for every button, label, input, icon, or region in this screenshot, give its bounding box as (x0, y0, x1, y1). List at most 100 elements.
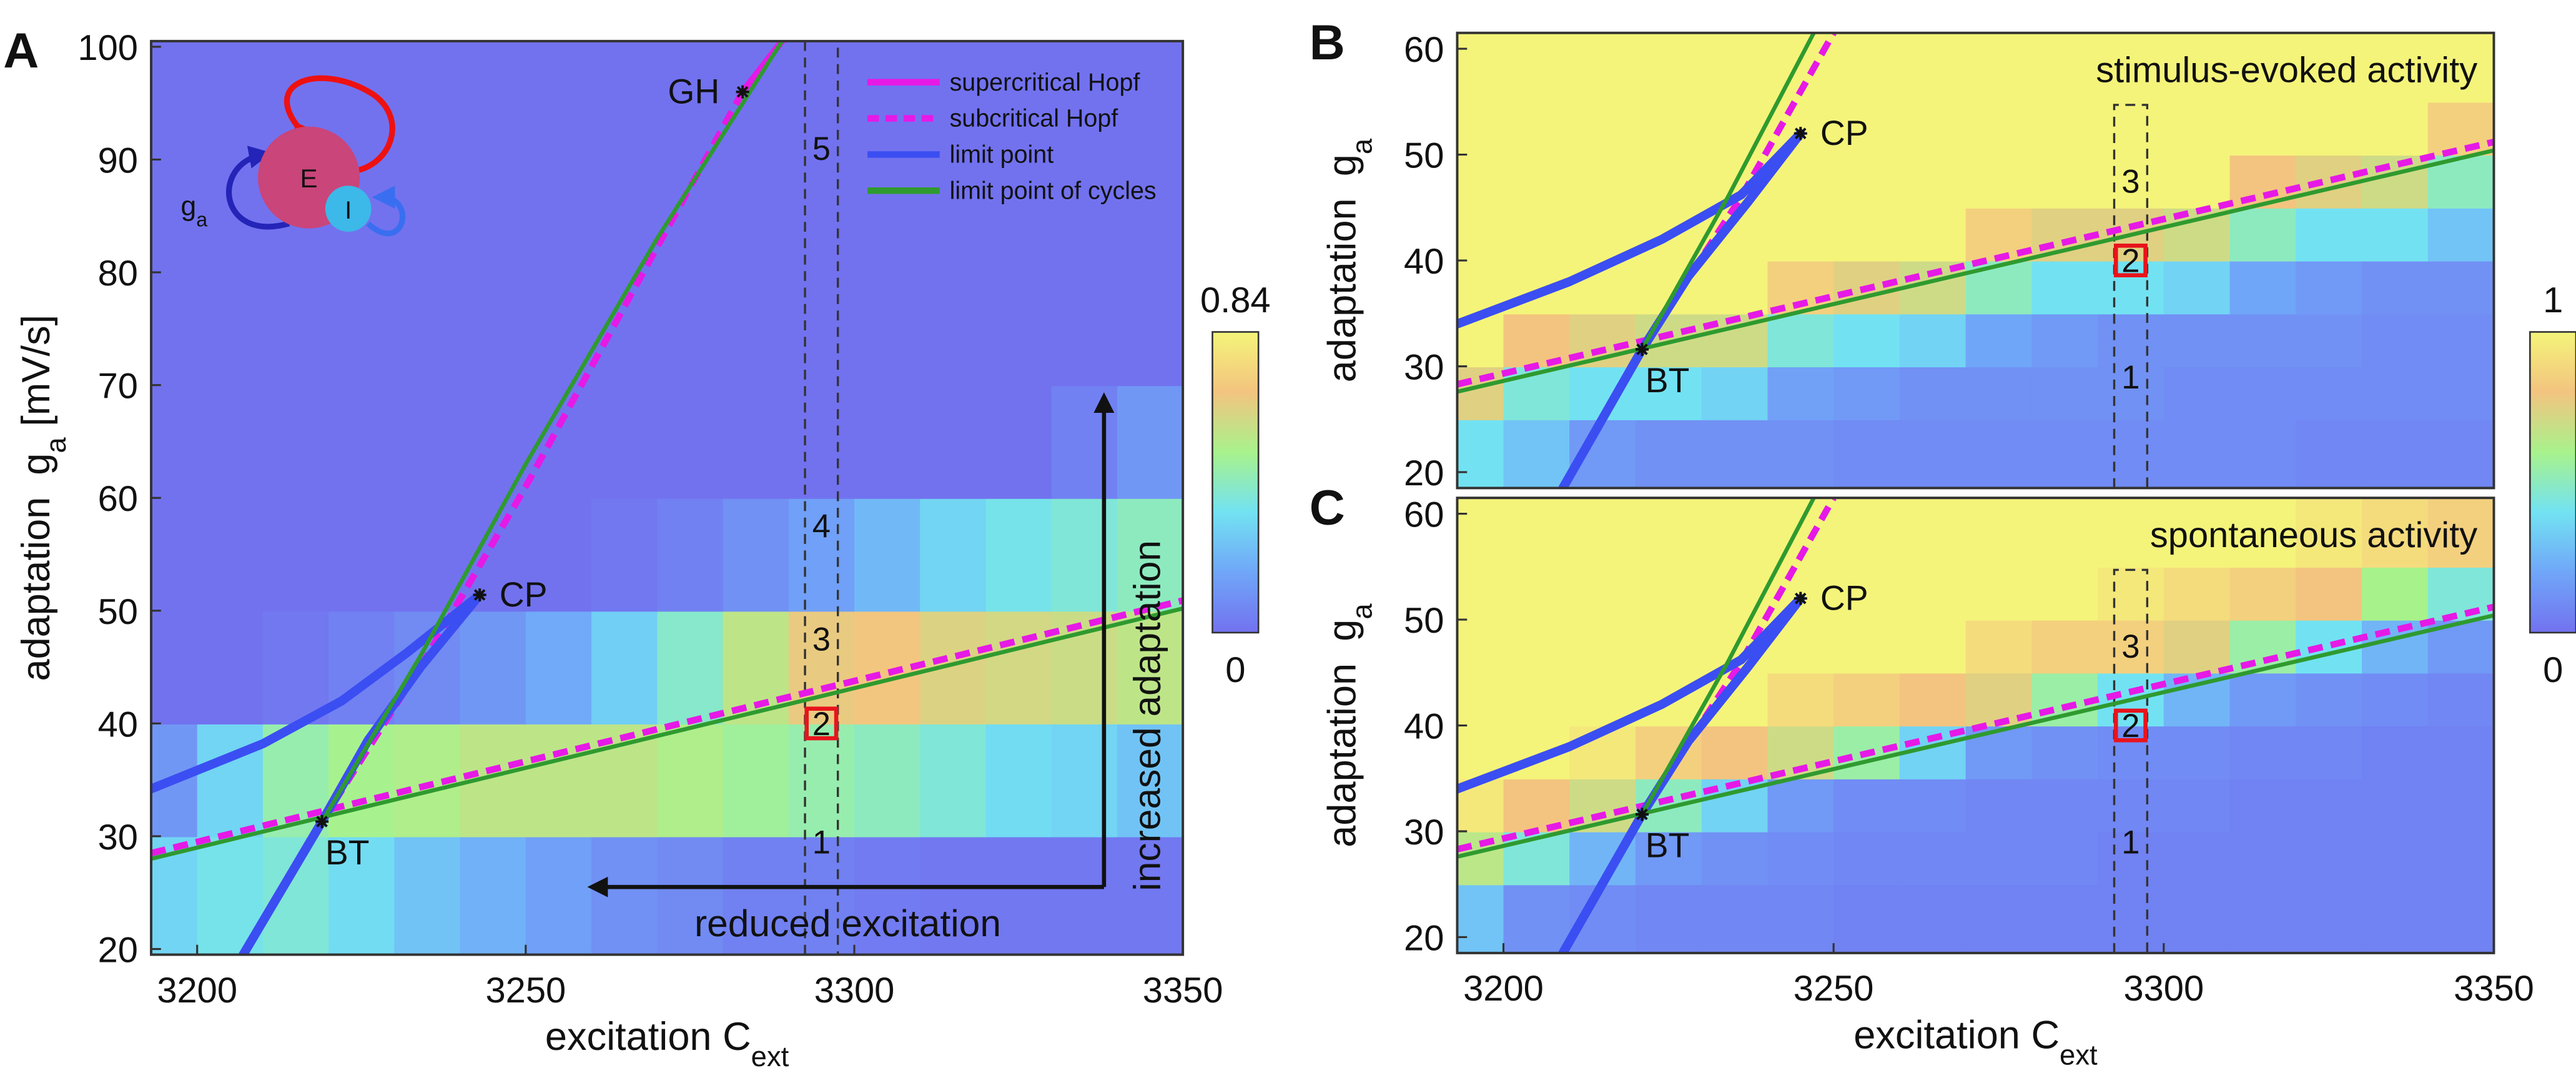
heatmap-cell (2361, 725, 2429, 779)
region-label: 1 (2121, 824, 2139, 861)
heatmap-cell (1965, 566, 2033, 621)
highlight-box (804, 706, 839, 741)
heatmap-cell (1117, 610, 1183, 724)
heatmap-cell (1701, 566, 1769, 621)
heatmap-cell (2163, 366, 2231, 420)
heatmap-cell (2031, 620, 2099, 674)
heatmap-cell (197, 498, 264, 612)
heatmap-cell (2031, 101, 2099, 156)
heatmap-cell (525, 385, 593, 499)
heatmap-cell (460, 272, 527, 387)
heatmap-cell (1965, 884, 2033, 953)
heatmap-cell (394, 385, 461, 499)
heatmap-cell (1965, 366, 2033, 420)
heatmap-cell (2031, 419, 2099, 488)
heatmap-cell (2031, 32, 2099, 103)
heatmap-cell (2031, 566, 2099, 621)
y-tick-label: 20 (1404, 919, 1444, 959)
heatmap-cell (1457, 831, 1505, 886)
y-tick-label: 50 (1404, 136, 1444, 176)
heatmap-cell (1117, 159, 1183, 274)
heatmap-cell (2427, 672, 2494, 727)
heatmap-cell (1051, 159, 1118, 274)
x-tick-label: 3350 (1143, 971, 1223, 1011)
x-tick-label: 3300 (814, 971, 895, 1011)
heatmap-cell (1457, 419, 1505, 488)
heatmap-cell (1833, 154, 1901, 209)
highlight-box (2113, 708, 2148, 743)
heatmap-cell (1503, 498, 1571, 568)
heatmap-cell (1899, 672, 1967, 727)
heatmap-cell (1503, 32, 1571, 103)
heatmap-cell (2098, 498, 2165, 568)
annotation: spontaneous activity (2150, 515, 2477, 555)
heatmap-cell (1833, 672, 1901, 727)
region-label: 3 (812, 621, 831, 658)
x-axis-label: excitation Cext (1853, 1013, 2098, 1070)
heatmap-cell (1635, 32, 1703, 103)
heatmap-cell (1833, 366, 1901, 420)
heatmap-cell (1051, 610, 1118, 724)
heatmap-cell (657, 272, 724, 387)
heatmap-cell (525, 159, 593, 274)
heatmap-cell (1635, 620, 1703, 674)
heatmap-cell (1701, 419, 1769, 488)
heatmap-cell (1457, 366, 1505, 420)
heatmap-cell (197, 723, 264, 838)
heatmap-cell (2031, 498, 2099, 568)
heatmap-cell (2229, 366, 2297, 420)
heatmap-cell (1767, 831, 1835, 886)
heatmap-cell (328, 272, 395, 387)
heatmap-cell (1503, 419, 1571, 488)
heatmap-cell (985, 272, 1053, 387)
panel-label: B (1310, 15, 1345, 70)
heatmap-cell (1569, 620, 1637, 674)
heatmap-cell (920, 836, 987, 955)
heatmap-cell (1965, 778, 2033, 833)
heatmap-cell (920, 41, 987, 161)
heatmap-cell (591, 41, 658, 161)
heatmap-cell (394, 836, 461, 955)
heatmap-cell (2361, 620, 2429, 674)
heatmap-cell (1965, 260, 2033, 315)
curve (1457, 32, 2494, 394)
special-point (1794, 591, 1807, 605)
heatmap-cell (2296, 101, 2363, 156)
heatmap-cell (2296, 831, 2363, 886)
special-point (1635, 342, 1649, 356)
heatmap-cell (1899, 207, 1967, 262)
heatmap-cell (1965, 831, 2033, 886)
heatmap-cell (2229, 498, 2297, 568)
heatmap-cell (1503, 831, 1571, 886)
heatmap-cell (2229, 32, 2297, 103)
heatmap-cell (1965, 498, 2033, 568)
heatmap-cell (1503, 101, 1571, 156)
heatmap-cell (2098, 831, 2165, 886)
heatmap-cell (1899, 831, 1967, 886)
heatmap-cell (2098, 313, 2165, 368)
inset-loop (284, 75, 395, 174)
heatmap-cell (2031, 884, 2099, 953)
heatmap-cell (1503, 566, 1571, 621)
heatmap-cell (657, 723, 724, 838)
heatmap-cell (1503, 154, 1571, 209)
heatmap-cell (788, 723, 856, 838)
heatmap-cell (2229, 778, 2297, 833)
x-tick-label: 3250 (485, 971, 566, 1011)
heatmap-cell (920, 610, 987, 724)
heatmap-cell (1117, 41, 1183, 161)
heatmap-cell (1965, 313, 2033, 368)
heatmap-cell (197, 385, 264, 499)
heatmap-cell (1503, 366, 1571, 420)
heatmap-cell (2229, 884, 2297, 953)
heatmap-cell (151, 159, 199, 274)
heatmap-cell (1117, 272, 1183, 387)
legend-label: limit point (950, 141, 1054, 169)
heatmap-cell (985, 498, 1053, 612)
curve (1457, 498, 2494, 859)
heatmap-cell (1833, 313, 1901, 368)
heatmap-cell (2361, 672, 2429, 727)
y-axis-label: adaptation ga (1320, 138, 1378, 382)
heatmap-cell (394, 498, 461, 612)
heatmap-cell (1833, 498, 1901, 568)
